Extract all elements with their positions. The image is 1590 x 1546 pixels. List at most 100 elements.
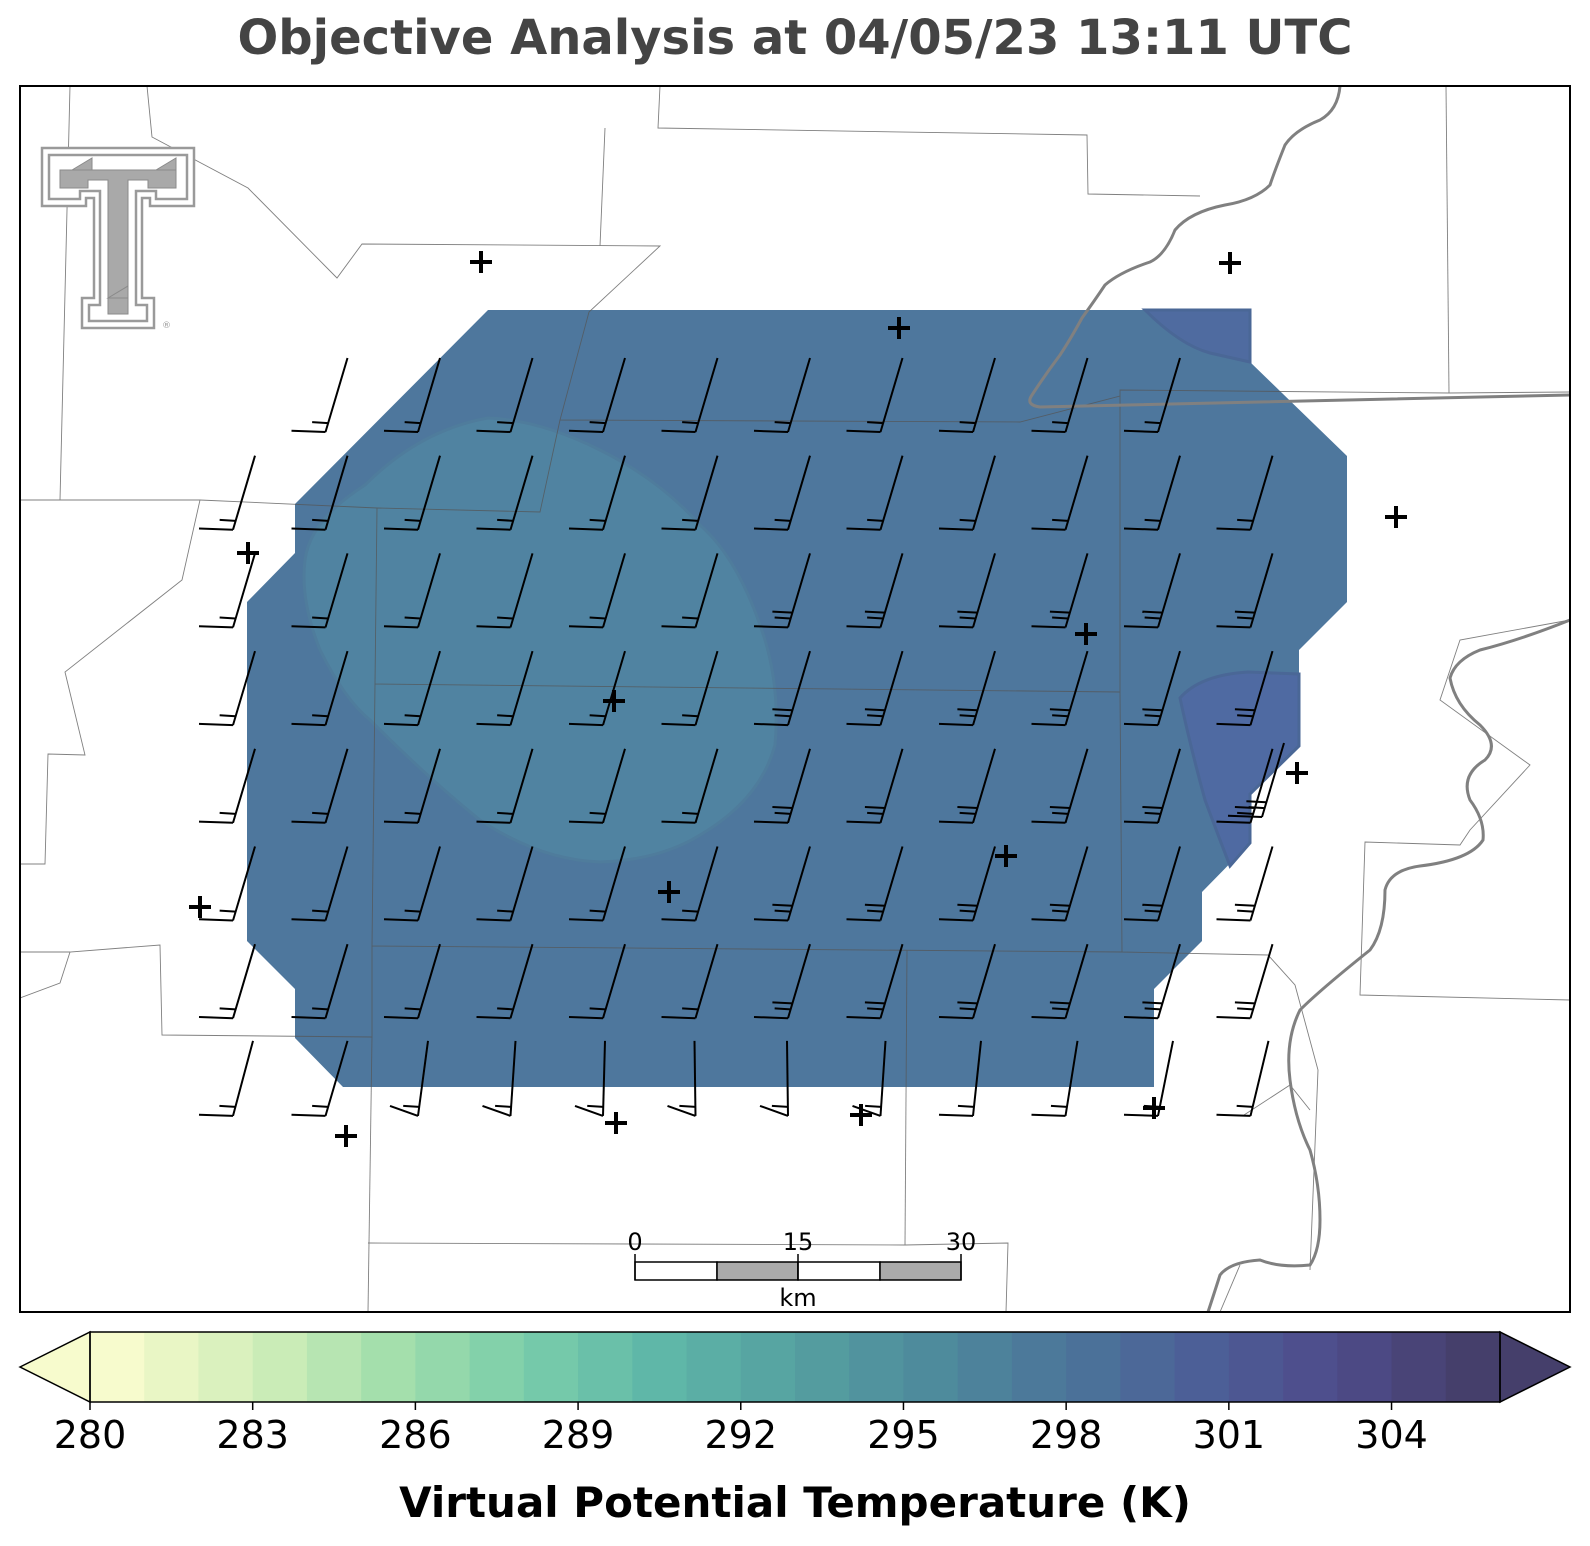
wind-barb	[1216, 553, 1274, 629]
wind-barb	[938, 1040, 982, 1117]
map-frame	[19, 85, 1571, 1313]
wind-barb	[938, 943, 996, 1020]
wind-barb	[574, 1040, 606, 1117]
wind-barb	[1031, 455, 1089, 531]
wind-barb	[661, 455, 719, 531]
station-marker	[470, 251, 492, 273]
colorbar-label: Virtual Potential Temperature (K)	[399, 1478, 1191, 1527]
logo-registered-mark: ®	[162, 321, 171, 331]
colorbar-cell	[957, 1332, 1013, 1402]
scale-bar: 0 15 30 km	[627, 1228, 976, 1312]
wind-barb	[938, 650, 996, 727]
colorbar-cells	[90, 1332, 1501, 1402]
wind-barb	[1216, 455, 1274, 531]
wind-barb	[1123, 455, 1181, 531]
colorbar-cell	[795, 1332, 850, 1402]
colorbar-cell	[1011, 1332, 1067, 1402]
wind-barb	[1123, 748, 1181, 824]
wind-barb	[568, 650, 626, 727]
scale-bar-tick-0: 0	[627, 1228, 642, 1256]
wind-barb	[291, 455, 349, 531]
colorbar-cell	[686, 1332, 742, 1402]
wind-barb	[1123, 650, 1181, 727]
colorbar-cell	[1445, 1332, 1501, 1402]
wind-barb	[661, 357, 719, 433]
colorbar-cell	[1120, 1332, 1176, 1402]
logo-inner-t	[59, 157, 177, 315]
stations	[189, 251, 1407, 1147]
wind-barb	[661, 650, 719, 727]
wind-barb	[852, 1040, 887, 1117]
wind-barb	[476, 650, 534, 727]
wind-barb	[482, 1040, 517, 1117]
wind-barb	[198, 1040, 254, 1117]
colorbar-tick-label: 280	[54, 1413, 127, 1457]
major-boundaries	[1028, 86, 1570, 1312]
colorbar-cell	[1391, 1332, 1447, 1402]
texas-tech-double-t-logo: ®	[40, 146, 196, 331]
wind-barb	[1123, 943, 1181, 1020]
wind-barb	[846, 846, 904, 922]
colorbar-cell	[469, 1332, 525, 1402]
wind-barb	[1216, 748, 1274, 824]
wind-barb	[476, 846, 534, 922]
colorbar-tick-label: 298	[1030, 1413, 1103, 1457]
wind-barb	[291, 748, 349, 824]
wind-barb	[383, 748, 441, 824]
colorbar-cell	[1228, 1332, 1284, 1402]
wind-barb	[389, 1040, 429, 1117]
colorbar-ticks: 280 283 286 289 292 295 298 301 304	[54, 1402, 1428, 1457]
wind-barb	[198, 455, 256, 531]
wind-barb	[1031, 650, 1089, 727]
station-marker	[1143, 1097, 1165, 1119]
wind-barb	[383, 553, 441, 629]
station-marker	[888, 317, 910, 339]
wind-barb	[383, 357, 441, 433]
scale-bar-unit: km	[779, 1284, 816, 1312]
wind-barb	[1031, 846, 1089, 922]
wind-barb	[661, 846, 719, 922]
colorbar-cell	[578, 1332, 633, 1402]
wind-barb	[568, 846, 626, 922]
map-title: Objective Analysis at 04/05/23 13:11 UTC	[237, 10, 1353, 66]
wind-barb	[383, 943, 441, 1020]
colorbar-extend-high	[1499, 1330, 1572, 1404]
colorbar-tick-label: 304	[1355, 1413, 1428, 1457]
wind-barb	[568, 455, 626, 531]
wind-barb	[753, 943, 811, 1020]
wind-barb	[291, 357, 349, 433]
wind-barb	[846, 357, 904, 433]
colorbar-cell	[1283, 1332, 1338, 1402]
wind-barb	[1216, 943, 1274, 1020]
wind-barb	[198, 943, 256, 1020]
wind-barb	[753, 846, 811, 922]
scale-bar-seg-4	[879, 1261, 962, 1281]
wind-barb	[1216, 1040, 1270, 1117]
colorbar-cell	[523, 1332, 579, 1402]
colorbar-cell	[198, 1332, 254, 1402]
wind-barb	[661, 748, 719, 824]
colorbar-cell	[903, 1332, 959, 1402]
wind-barb	[291, 846, 349, 922]
station-marker	[658, 881, 680, 903]
colorbar-cell	[1337, 1332, 1393, 1402]
station-marker	[189, 896, 211, 918]
wind-barb	[198, 650, 256, 727]
analysis-map: ® 0 15 30 km	[19, 85, 1571, 1313]
wind-barb	[667, 1040, 697, 1117]
wind-barb	[198, 748, 256, 824]
scale-bar-seg-2	[716, 1261, 799, 1281]
colorbar-tick-label: 289	[542, 1413, 615, 1457]
colorbar-cell	[252, 1332, 308, 1402]
wind-barb	[846, 455, 904, 531]
analysis-fill-cool-pocket	[1141, 308, 1252, 364]
station-marker	[995, 845, 1017, 867]
colorbar-tick-label: 292	[705, 1413, 778, 1457]
scale-bar-seg-1	[634, 1261, 718, 1281]
colorbar-tick-label: 283	[216, 1413, 289, 1457]
wind-barb	[291, 650, 349, 727]
colorbar-cell	[361, 1332, 416, 1402]
wind-barb	[938, 553, 996, 629]
colorbar-extend-low	[18, 1330, 91, 1404]
wind-barb	[476, 357, 534, 433]
